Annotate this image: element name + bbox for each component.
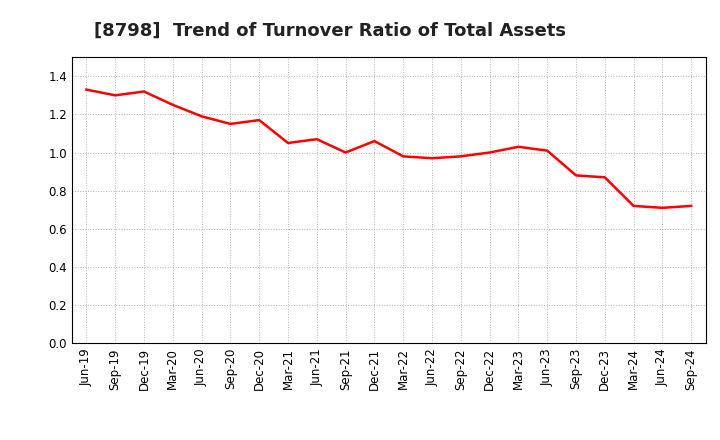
Text: [8798]  Trend of Turnover Ratio of Total Assets: [8798] Trend of Turnover Ratio of Total … [94,22,566,40]
